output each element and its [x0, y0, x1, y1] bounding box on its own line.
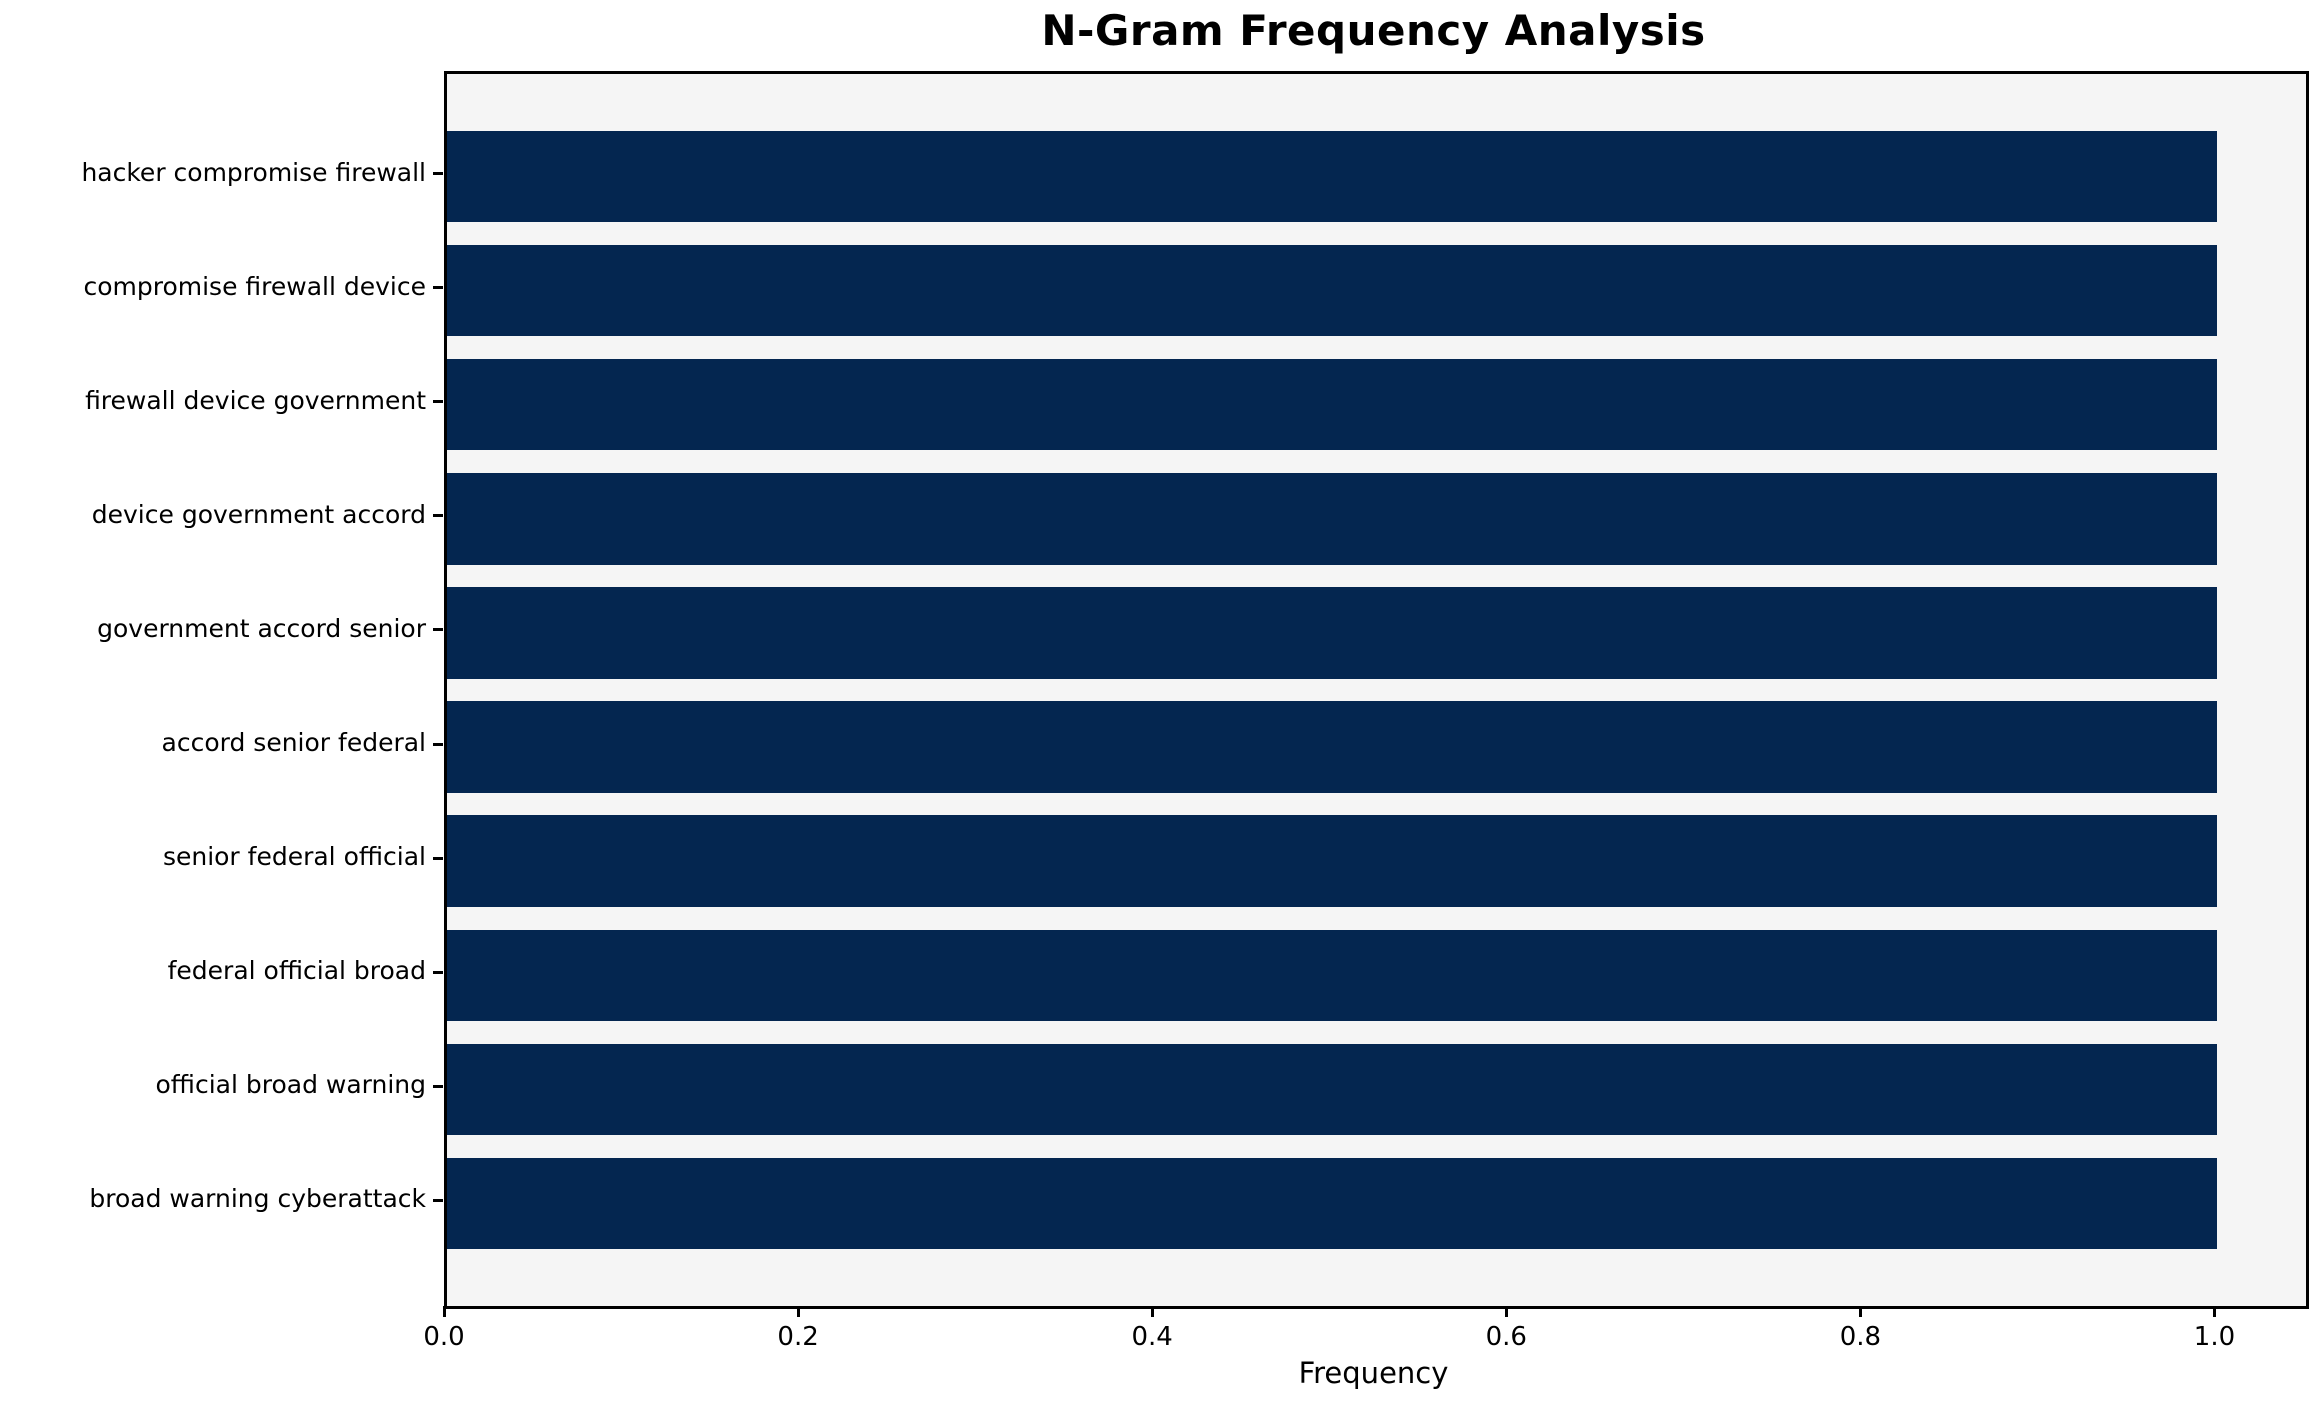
x-tick-mark	[1858, 1306, 1862, 1317]
x-axis-label: Frequency	[1298, 1356, 1449, 1390]
x-tick-mark	[796, 1306, 800, 1317]
x-tick-label: 0.6	[1485, 1322, 1527, 1352]
bar	[447, 929, 2218, 1021]
bar	[447, 359, 2218, 451]
y-tick-mark	[433, 856, 443, 860]
y-tick-label: broad warning cyberattack	[89, 1184, 426, 1214]
bar	[447, 587, 2218, 679]
x-tick-label: 0.2	[777, 1322, 819, 1352]
y-tick-mark	[433, 742, 443, 746]
y-tick-mark	[433, 514, 443, 518]
y-tick-label: government accord senior	[97, 613, 426, 643]
x-tick-mark	[1150, 1306, 1154, 1317]
bar	[447, 131, 2218, 223]
x-tick-label: 1.0	[2193, 1322, 2236, 1352]
y-tick-mark	[433, 628, 443, 632]
y-tick-mark	[433, 970, 443, 974]
x-tick-label: 0.4	[1131, 1322, 1173, 1352]
y-tick-mark	[433, 172, 443, 176]
bar	[447, 815, 2218, 907]
bar	[447, 1043, 2218, 1135]
y-tick-label: senior federal official	[162, 842, 426, 872]
y-tick-label: accord senior federal	[161, 728, 426, 758]
y-tick-label: firewall device government	[85, 385, 426, 415]
y-tick-mark	[433, 1198, 443, 1202]
bar	[447, 701, 2218, 793]
bar	[447, 473, 2218, 565]
bar	[447, 245, 2218, 337]
y-tick-mark	[433, 400, 443, 404]
y-tick-label: compromise firewall device	[83, 271, 426, 301]
chart-title: N-Gram Frequency Analysis	[1041, 6, 1706, 55]
x-tick-label: 0.8	[1839, 1322, 1882, 1352]
y-tick-label: federal official broad	[167, 956, 426, 986]
x-tick-label: 0.0	[423, 1322, 465, 1352]
y-tick-label: official broad warning	[155, 1070, 426, 1100]
y-tick-mark	[433, 1084, 443, 1088]
x-tick-mark	[442, 1306, 446, 1317]
y-tick-label: hacker compromise firewall	[81, 157, 426, 187]
x-tick-mark	[1504, 1306, 1508, 1317]
x-tick-mark	[2212, 1306, 2216, 1317]
bar	[447, 1157, 2218, 1249]
y-tick-mark	[433, 286, 443, 290]
y-tick-label: device government accord	[91, 499, 426, 529]
plot-area	[444, 71, 2309, 1309]
